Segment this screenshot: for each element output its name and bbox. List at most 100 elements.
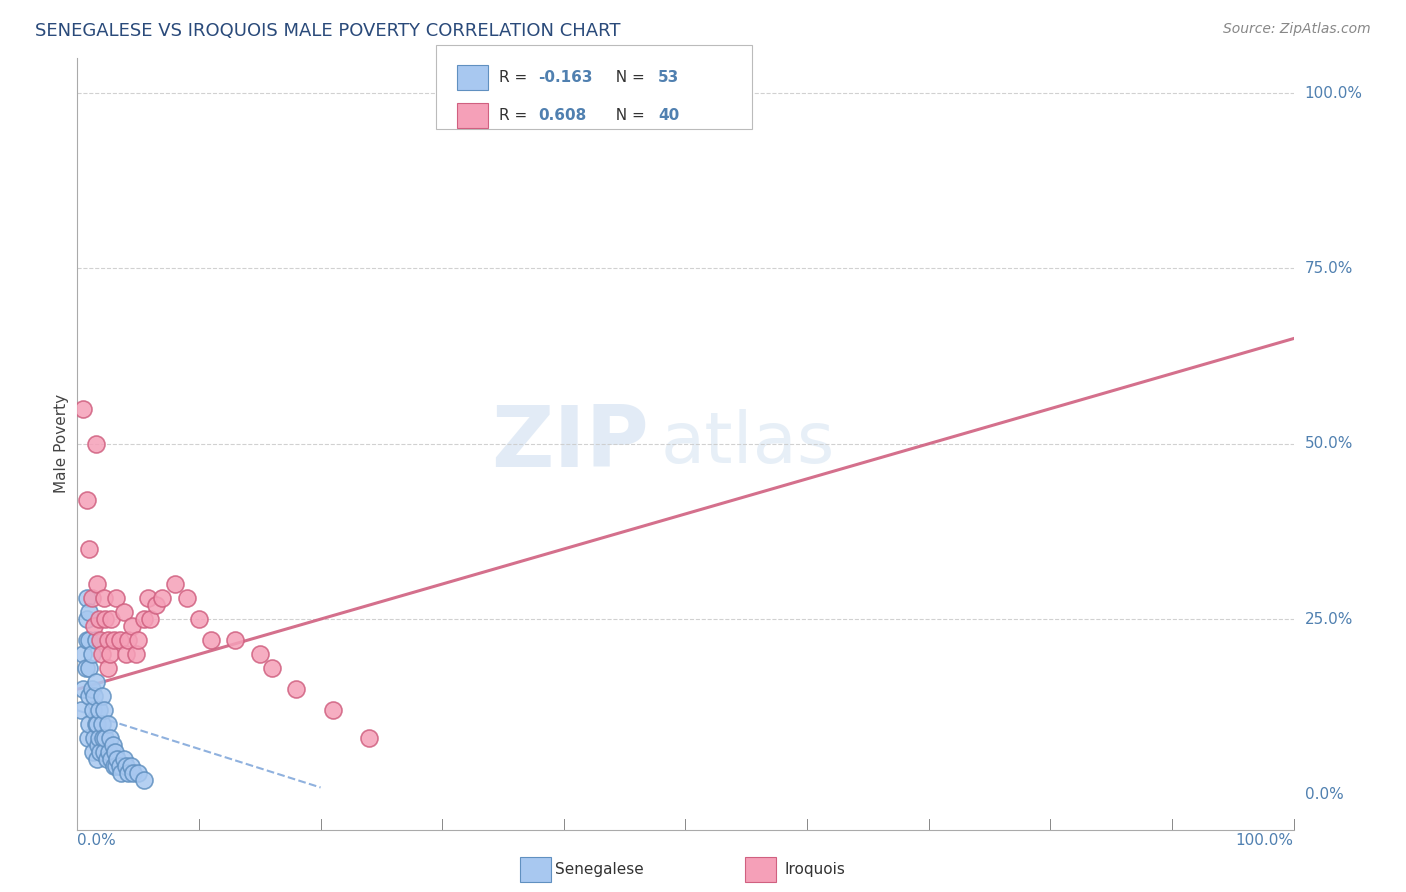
Point bbox=[90, 717, 112, 731]
Point bbox=[72, 401, 94, 416]
Point bbox=[89, 612, 111, 626]
Point bbox=[76, 591, 98, 605]
Text: 75.0%: 75.0% bbox=[1305, 261, 1353, 276]
Point bbox=[359, 731, 381, 746]
Point bbox=[152, 591, 174, 605]
Point bbox=[136, 591, 159, 605]
Point bbox=[117, 766, 139, 780]
Text: 0.608: 0.608 bbox=[538, 108, 586, 123]
Text: Iroquois: Iroquois bbox=[785, 863, 845, 877]
Point bbox=[108, 633, 131, 648]
Point bbox=[75, 661, 97, 675]
Point bbox=[97, 745, 120, 759]
Point bbox=[79, 633, 101, 648]
Point bbox=[188, 612, 211, 626]
Point bbox=[79, 661, 101, 675]
Point bbox=[115, 647, 138, 661]
Point bbox=[90, 690, 112, 704]
Point bbox=[80, 682, 103, 697]
Text: R =: R = bbox=[499, 70, 533, 85]
Point bbox=[83, 731, 105, 746]
Point bbox=[76, 492, 98, 507]
Point bbox=[224, 633, 246, 648]
Point bbox=[77, 731, 100, 746]
Text: 25.0%: 25.0% bbox=[1305, 612, 1353, 626]
Point bbox=[105, 759, 128, 773]
Point bbox=[87, 739, 110, 753]
Point bbox=[117, 633, 139, 648]
Text: R =: R = bbox=[499, 108, 533, 123]
Point bbox=[285, 682, 308, 697]
Point bbox=[127, 766, 149, 780]
Point bbox=[70, 703, 93, 717]
Point bbox=[76, 633, 98, 648]
Point bbox=[120, 759, 142, 773]
Point bbox=[103, 759, 125, 773]
Point bbox=[89, 703, 111, 717]
Point bbox=[90, 647, 112, 661]
Text: N =: N = bbox=[606, 108, 650, 123]
Point bbox=[104, 745, 127, 759]
Point bbox=[322, 703, 344, 717]
Point bbox=[105, 591, 128, 605]
Point bbox=[98, 647, 121, 661]
Point bbox=[112, 752, 135, 766]
Point bbox=[89, 731, 111, 746]
Point bbox=[115, 759, 138, 773]
Text: Senegalese: Senegalese bbox=[555, 863, 644, 877]
Point bbox=[72, 647, 94, 661]
Text: Source: ZipAtlas.com: Source: ZipAtlas.com bbox=[1223, 22, 1371, 37]
Point bbox=[108, 759, 131, 773]
Point bbox=[127, 633, 149, 648]
Point bbox=[82, 745, 104, 759]
Text: ZIP: ZIP bbox=[491, 402, 650, 485]
Point bbox=[100, 752, 122, 766]
Point bbox=[93, 703, 115, 717]
Point bbox=[110, 766, 132, 780]
Point bbox=[79, 541, 101, 556]
Text: 100.0%: 100.0% bbox=[1305, 86, 1362, 101]
Point bbox=[79, 605, 101, 619]
Point bbox=[121, 619, 143, 633]
Point bbox=[103, 633, 125, 648]
Text: 100.0%: 100.0% bbox=[1236, 833, 1294, 848]
Point bbox=[97, 717, 120, 731]
Point bbox=[89, 633, 111, 648]
Point bbox=[80, 647, 103, 661]
Point bbox=[83, 619, 105, 633]
Point bbox=[84, 717, 107, 731]
Point bbox=[91, 731, 114, 746]
Point bbox=[79, 717, 101, 731]
Point bbox=[107, 752, 129, 766]
Point bbox=[84, 633, 107, 648]
Point bbox=[112, 605, 135, 619]
Text: 40: 40 bbox=[658, 108, 679, 123]
Point bbox=[125, 647, 148, 661]
Point bbox=[134, 773, 156, 788]
Text: 0.0%: 0.0% bbox=[1305, 787, 1343, 802]
Point bbox=[100, 612, 122, 626]
Text: 53: 53 bbox=[658, 70, 679, 85]
Point bbox=[72, 682, 94, 697]
Point bbox=[97, 633, 120, 648]
Point bbox=[97, 661, 120, 675]
Point bbox=[139, 612, 162, 626]
Y-axis label: Male Poverty: Male Poverty bbox=[53, 394, 69, 493]
Point bbox=[82, 703, 104, 717]
Point bbox=[122, 766, 145, 780]
Point bbox=[98, 731, 121, 746]
Point bbox=[96, 752, 118, 766]
Text: -0.163: -0.163 bbox=[538, 70, 593, 85]
Point bbox=[134, 612, 156, 626]
Point bbox=[176, 591, 198, 605]
Point bbox=[93, 591, 115, 605]
Point bbox=[84, 436, 107, 450]
Point bbox=[260, 661, 283, 675]
Point bbox=[86, 752, 108, 766]
Point bbox=[93, 745, 115, 759]
Text: N =: N = bbox=[606, 70, 650, 85]
Text: SENEGALESE VS IROQUOIS MALE POVERTY CORRELATION CHART: SENEGALESE VS IROQUOIS MALE POVERTY CORR… bbox=[35, 22, 620, 40]
Text: 0.0%: 0.0% bbox=[77, 833, 117, 848]
Text: 50.0%: 50.0% bbox=[1305, 436, 1353, 451]
Point bbox=[83, 690, 105, 704]
